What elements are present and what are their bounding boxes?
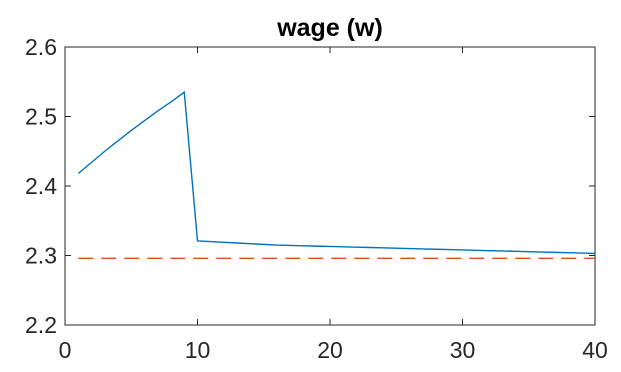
- y-tick-label: 2.4: [25, 173, 57, 199]
- x-tick-label: 30: [450, 337, 476, 363]
- y-tick-label: 2.6: [25, 34, 57, 60]
- plot-box: [64, 46, 596, 326]
- x-tick-label: 40: [582, 337, 608, 363]
- x-tick-label: 20: [317, 337, 343, 363]
- axes: 0 10 20 30 40 2.2 2.3 2.4 2.5 2.6: [25, 34, 608, 363]
- x-tick-label: 0: [59, 337, 72, 363]
- series-line-1: [77, 90, 596, 255]
- y-tick-label: 2.2: [25, 312, 57, 338]
- x-tick-label: 10: [185, 337, 211, 363]
- y-tick-label: 2.3: [25, 243, 57, 269]
- chart-title: wage (w): [276, 14, 383, 42]
- series-group: [77, 90, 596, 259]
- y-tick-label: 2.5: [25, 104, 57, 130]
